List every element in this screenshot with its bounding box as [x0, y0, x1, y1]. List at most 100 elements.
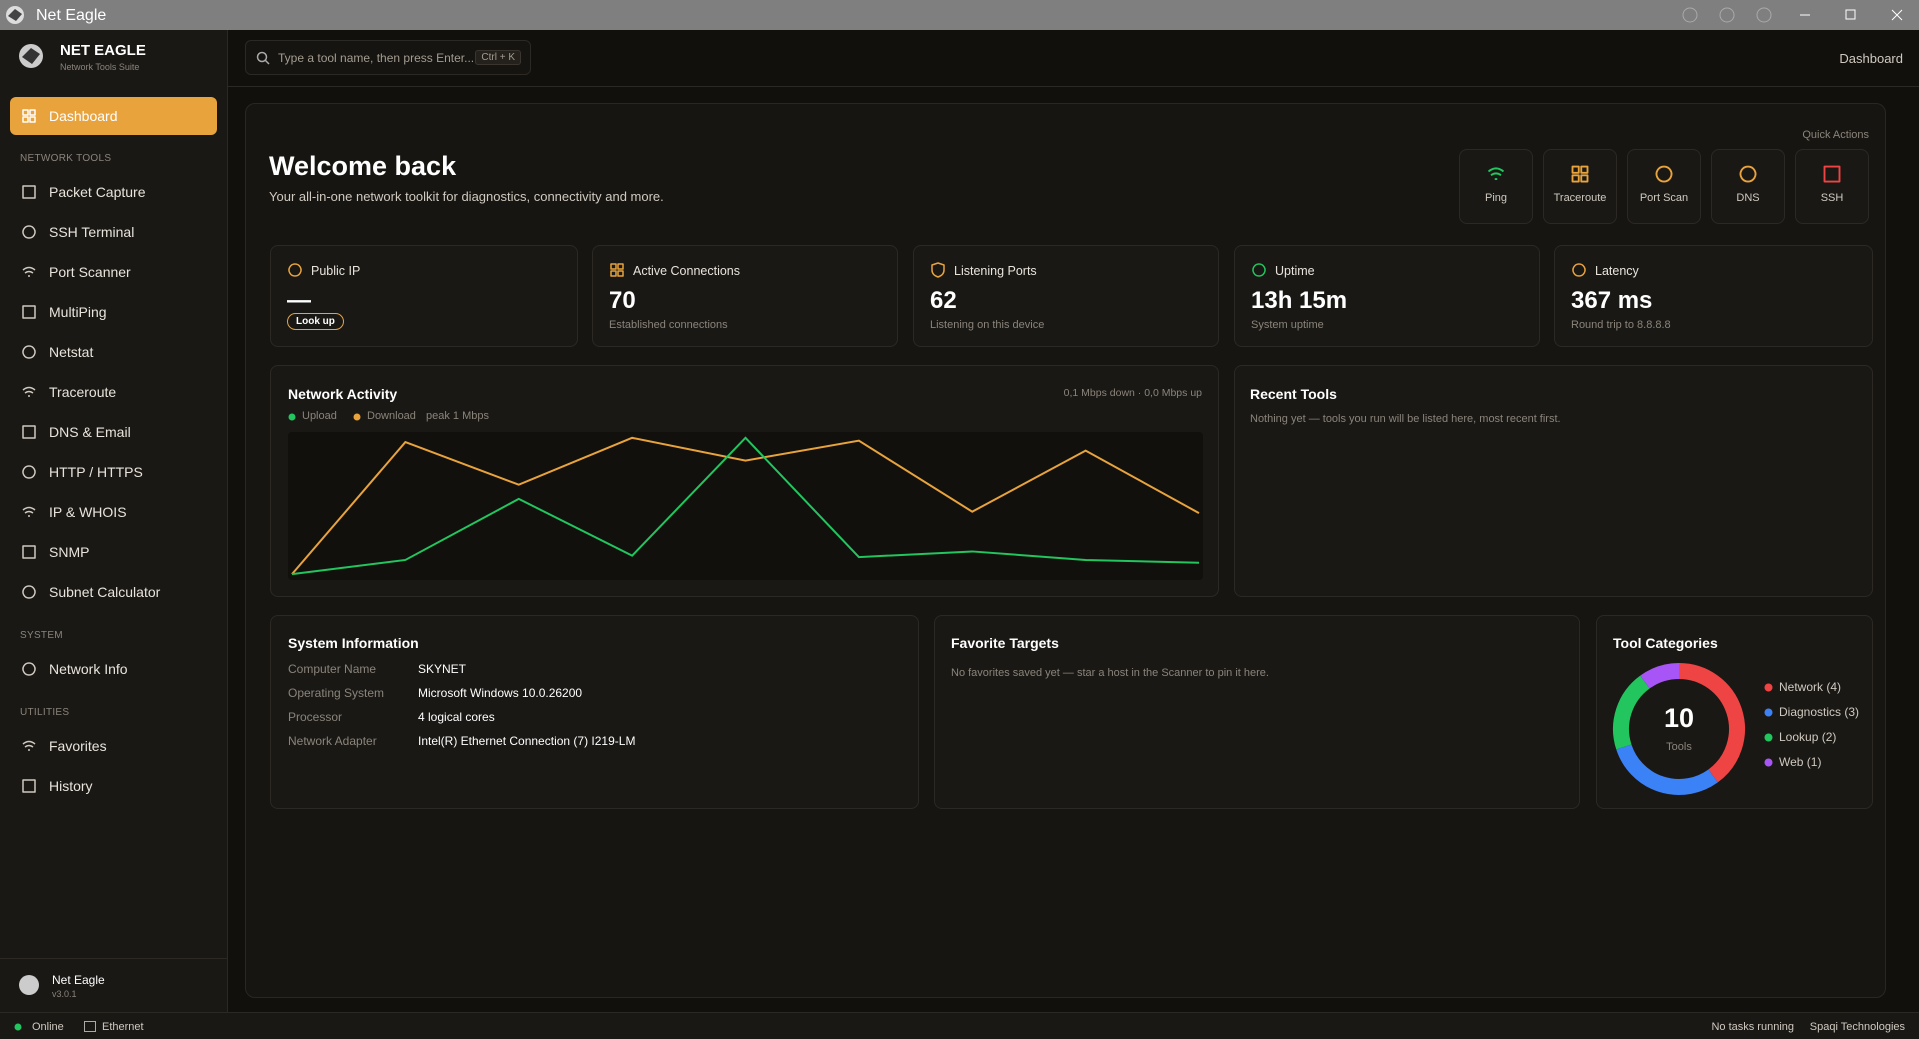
shortcut-hint: Ctrl + K: [475, 50, 521, 65]
quick-action[interactable]: Ping: [1459, 149, 1533, 224]
nav-item[interactable]: Traceroute: [10, 372, 217, 412]
donut-center-label: Tools: [1666, 741, 1692, 753]
welcome-title: Welcome back: [269, 151, 457, 181]
favorites-card: Favorite Targets No favorites saved yet —…: [934, 615, 1580, 809]
icon-shape: [22, 185, 36, 199]
lookup-button[interactable]: Look up: [287, 313, 344, 330]
icon-shape: [22, 662, 36, 676]
nav-item[interactable]: MultiPing: [10, 292, 217, 332]
online-dot: [14, 1023, 22, 1031]
nav-label: SSH Terminal: [49, 224, 135, 240]
stat-card: Listening Ports 62 Listening on this devic…: [913, 245, 1219, 347]
quick-action[interactable]: Port Scan: [1627, 149, 1701, 224]
info-value: 4 logical cores: [418, 710, 495, 724]
dashboard-panel: Welcome back Your all-in-one network too…: [245, 103, 1886, 998]
quick-action-label: Port Scan: [1639, 192, 1689, 204]
icon-shape: [22, 345, 36, 359]
nav-item[interactable]: Packet Capture: [10, 172, 217, 212]
stat-label: Active Connections: [633, 264, 741, 278]
quick-action-label: Ping: [1484, 192, 1508, 204]
stat-value: —: [287, 287, 311, 314]
stat-value: 367 ms: [1571, 287, 1653, 314]
welcome-subtitle: Your all-in-one network toolkit for diag…: [269, 189, 664, 204]
icon: [22, 185, 36, 199]
line-chart: [288, 432, 1203, 580]
nav-label: DNS & Email: [49, 424, 131, 440]
nav-label: IP & WHOIS: [49, 504, 127, 520]
icon-shape: [22, 465, 36, 479]
icon-shape: [22, 506, 36, 517]
nav-item[interactable]: HTTP / HTTPS: [10, 452, 217, 492]
icon-shape: [22, 585, 36, 599]
icon: [22, 779, 36, 793]
icon-shape: [22, 545, 36, 559]
icon: [22, 585, 36, 599]
sidebar-divider: [0, 958, 227, 959]
nav-item[interactable]: History: [10, 766, 217, 806]
icon-shape: [22, 109, 36, 123]
quick-action[interactable]: DNS: [1711, 149, 1785, 224]
stat-note: System uptime: [1251, 319, 1324, 331]
series-line: [291, 436, 1200, 576]
nav-label: Network Info: [49, 661, 128, 677]
icon: [1739, 165, 1757, 183]
icon: [22, 506, 36, 517]
legend-dot: [1764, 758, 1773, 767]
nav-item[interactable]: Subnet Calculator: [10, 572, 217, 612]
chart-annotation: peak 1 Mbps: [426, 410, 489, 422]
nav-section-heading: SYSTEM: [20, 630, 63, 641]
quick-action[interactable]: SSH: [1795, 149, 1869, 224]
network-activity-card: Network Activity 0,1 Mbps down · 0,0 Mbps…: [270, 365, 1219, 597]
nav-item[interactable]: IP & WHOIS: [10, 492, 217, 532]
brand-name: NET EAGLE: [60, 42, 146, 59]
stat-label: Latency: [1595, 264, 1639, 278]
icon: [22, 740, 36, 751]
status-bar: Online Ethernet No tasks running Spaqi T…: [0, 1012, 1919, 1039]
icon-shape: [1487, 167, 1505, 180]
nav-item-active[interactable]: Dashboard: [10, 97, 217, 135]
nav-item[interactable]: Network Info: [10, 649, 217, 689]
nav-item[interactable]: Favorites: [10, 726, 217, 766]
nav-item[interactable]: DNS & Email: [10, 412, 217, 452]
nav-label: Favorites: [49, 738, 107, 754]
icon-shape: [931, 262, 945, 278]
donut-chart: 10 Tools: [1613, 663, 1745, 795]
search-placeholder: Type a tool name, then press Enter...: [278, 51, 475, 65]
footer-logo: [19, 975, 39, 995]
stat-card: Public IP — Look up: [270, 245, 578, 347]
legend-label: Web (1): [1779, 755, 1822, 769]
legend-dot-shape: [1764, 683, 1773, 692]
window-controls[interactable]: [1670, 5, 1919, 25]
title-bar: Net Eagle: [0, 0, 1919, 30]
search-box[interactable]: Type a tool name, then press Enter... Ct…: [245, 40, 531, 75]
app-icon: [6, 6, 24, 24]
search-icon: [256, 51, 270, 65]
legend-label: Network (4): [1779, 680, 1842, 694]
icon: [22, 425, 36, 439]
stat-value: 62: [930, 287, 957, 314]
icon: [22, 545, 36, 559]
nav-label: Packet Capture: [49, 184, 146, 200]
brand-logo: [19, 44, 43, 68]
tool-categories-card: Tool Categories 10 Tools Network (4) Diagnos…: [1596, 615, 1873, 809]
icon: [931, 262, 945, 278]
nav-item[interactable]: Port Scanner: [10, 252, 217, 292]
quick-action[interactable]: Traceroute: [1543, 149, 1617, 224]
nav-item[interactable]: Netstat: [10, 332, 217, 372]
page-label: Dashboard: [1839, 51, 1903, 66]
stat-card: Active Connections 70 Established connecti…: [592, 245, 898, 347]
legend-label: Diagnostics (3): [1779, 705, 1860, 719]
icon-shape: [1739, 165, 1757, 183]
legend-dot-shape: [288, 413, 296, 421]
card-title: Tool Categories: [1613, 635, 1718, 651]
legend-label: Lookup (2): [1779, 730, 1837, 744]
nav-item[interactable]: SSH Terminal: [10, 212, 217, 252]
icon: [22, 266, 36, 277]
logo-shape: [19, 975, 39, 995]
stat-label: Public IP: [311, 264, 361, 278]
icon: [22, 662, 36, 676]
logo-shape: [22, 48, 40, 64]
donut-segment: [1616, 744, 1718, 795]
icon-shape: [1572, 263, 1586, 277]
nav-item[interactable]: SNMP: [10, 532, 217, 572]
